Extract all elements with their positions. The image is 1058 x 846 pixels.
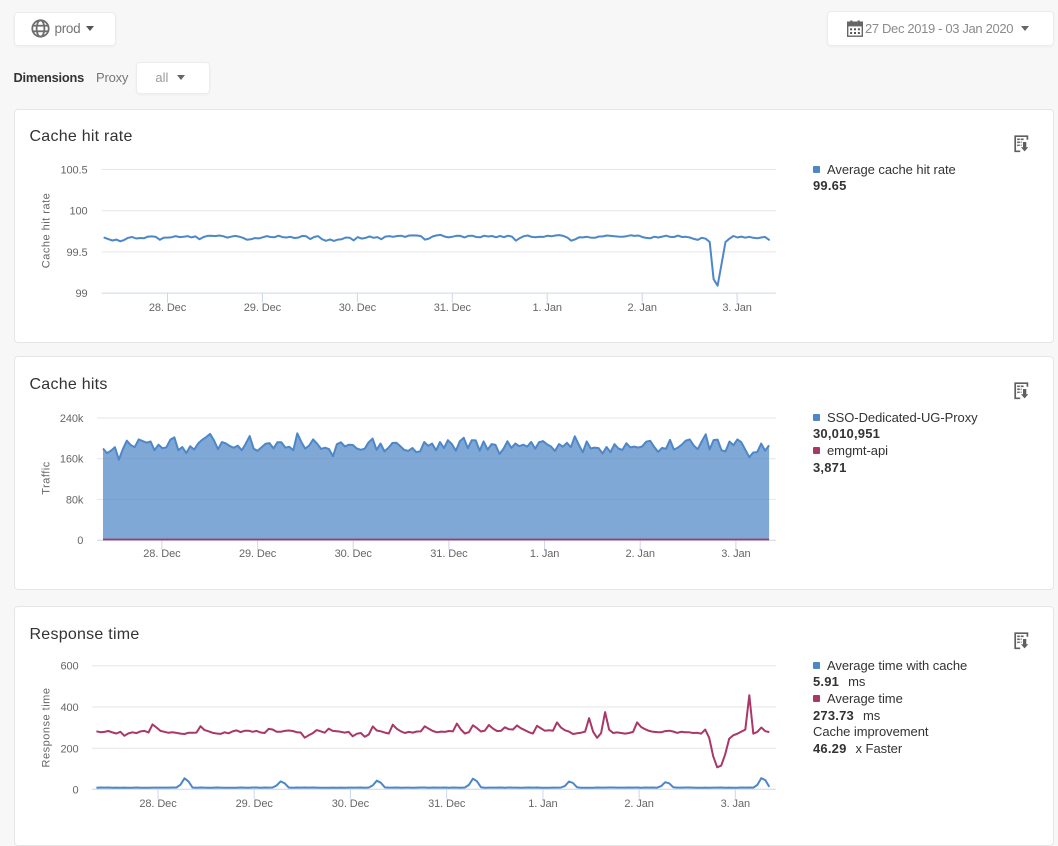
svg-text:2. Jan: 2. Jan xyxy=(624,798,653,810)
svg-text:0: 0 xyxy=(72,784,78,796)
svg-text:31. Dec: 31. Dec xyxy=(433,301,471,313)
svg-text:28. Dec: 28. Dec xyxy=(148,301,186,313)
svg-text:28. Dec: 28. Dec xyxy=(143,548,181,560)
svg-text:1. Jan: 1. Jan xyxy=(532,301,561,313)
svg-text:160k: 160k xyxy=(59,454,83,466)
svg-text:2. Jan: 2. Jan xyxy=(625,548,654,560)
svg-text:29. Dec: 29. Dec xyxy=(235,798,273,810)
svg-text:1. Jan: 1. Jan xyxy=(528,798,557,810)
svg-text:3. Jan: 3. Jan xyxy=(721,548,750,560)
svg-text:29. Dec: 29. Dec xyxy=(238,548,276,560)
svg-text:80k: 80k xyxy=(65,494,83,506)
svg-text:31. Dec: 31. Dec xyxy=(430,548,468,560)
svg-text:3. Jan: 3. Jan xyxy=(720,798,749,810)
svg-text:1. Jan: 1. Jan xyxy=(529,548,558,560)
svg-text:30. Dec: 30. Dec xyxy=(331,798,369,810)
svg-text:400: 400 xyxy=(60,702,78,714)
svg-text:0: 0 xyxy=(77,535,83,547)
svg-text:99.5: 99.5 xyxy=(66,246,87,258)
svg-text:99: 99 xyxy=(75,288,87,300)
svg-text:100: 100 xyxy=(69,205,87,217)
svg-text:Cache hit rate: Cache hit rate xyxy=(40,192,52,267)
svg-text:30. Dec: 30. Dec xyxy=(334,548,372,560)
svg-text:240k: 240k xyxy=(59,413,83,425)
svg-text:30. Dec: 30. Dec xyxy=(338,301,376,313)
svg-text:29. Dec: 29. Dec xyxy=(243,301,281,313)
svg-text:31. Dec: 31. Dec xyxy=(428,798,466,810)
svg-text:600: 600 xyxy=(60,661,78,673)
svg-text:100.5: 100.5 xyxy=(60,164,87,176)
svg-text:2. Jan: 2. Jan xyxy=(627,301,656,313)
svg-text:3. Jan: 3. Jan xyxy=(722,301,751,313)
svg-text:200: 200 xyxy=(60,743,78,755)
svg-text:Response time: Response time xyxy=(40,688,52,768)
svg-text:Traffic: Traffic xyxy=(40,461,52,494)
svg-text:28. Dec: 28. Dec xyxy=(139,798,177,810)
